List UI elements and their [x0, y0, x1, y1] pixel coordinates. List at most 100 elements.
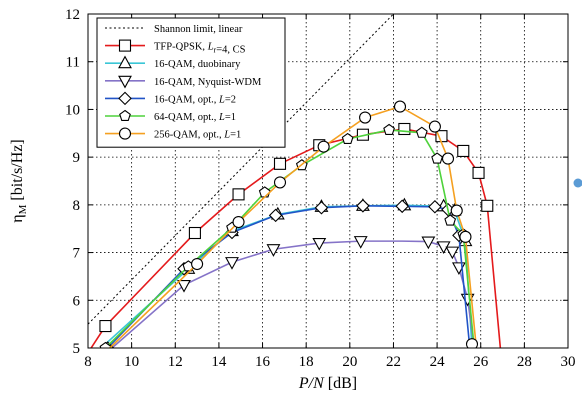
legend-marker-5: [119, 109, 131, 121]
series-6-point-6: [428, 120, 441, 133]
series-3-point-4: [353, 236, 368, 249]
series-4-point-3: [268, 208, 283, 223]
series-3-point-0: [177, 279, 191, 293]
series-3-point-5: [421, 236, 436, 250]
y-axis-label-unit: [bit/s/Hz]: [9, 139, 26, 204]
series-1-point-10: [481, 199, 494, 212]
series-4-point-7: [428, 199, 442, 214]
x-tick-label-9: 26: [473, 354, 489, 370]
series-3-point-3: [312, 237, 327, 251]
series-lines: [88, 14, 502, 348]
legend-label-6: 256-QAM, opt., L=1: [154, 130, 241, 141]
x-tick-label-4: 16: [255, 354, 271, 370]
x-tick-label-10: 28: [517, 354, 532, 370]
series-5-point-7: [415, 126, 428, 138]
series-6-point-4: [359, 111, 372, 124]
series-6: [109, 100, 479, 348]
edge-dot-marker: [573, 178, 582, 188]
series-6-point-9: [459, 230, 472, 243]
x-tick-label-0: 8: [84, 354, 92, 370]
plot-frame: [87, 13, 569, 349]
series-5-point-3: [258, 186, 271, 198]
y-axis-label: ηM [bit/s/Hz]: [9, 139, 29, 222]
series-1-point-0: [99, 320, 112, 333]
series-3-point-2: [266, 244, 281, 257]
y-tick-label-4: 9: [73, 150, 81, 166]
series-4-point-5: [356, 199, 370, 213]
legend-label-2: 16-QAM, duobinary: [154, 59, 241, 70]
series-5-point-6: [383, 123, 395, 135]
legend-label-5: 64-QAM, opt., L=1: [154, 112, 236, 123]
series-line-4: [107, 205, 471, 348]
y-tick-label-7: 12: [65, 7, 80, 23]
y-tick-label-6: 11: [66, 55, 80, 71]
series-5-point-8: [431, 152, 443, 164]
x-tick-label-1: 10: [124, 354, 139, 370]
x-tick-labels: 8 10 12 14 16 18 20 22 24 26 28 30: [84, 14, 576, 370]
series-1-point-2: [232, 188, 245, 201]
series-3-point-7: [445, 246, 460, 260]
legend-item-3: 16-QAM, Nyquist-WDM: [105, 75, 262, 89]
x-axis-label: P/N [dB]: [298, 375, 357, 392]
series-line-0: [88, 14, 394, 325]
series-3-point-1: [225, 257, 239, 270]
legend-label-0: Shannon limit, linear: [154, 24, 243, 35]
series-5-point-9: [444, 214, 457, 226]
series-6-point-0: [191, 257, 204, 271]
legend-marker-2: [118, 55, 132, 69]
series-4: [100, 199, 471, 348]
series-line-5: [104, 129, 475, 348]
series-1-point-1: [188, 226, 201, 240]
x-tick-label-6: 20: [342, 354, 357, 370]
x-tick-label-11: 30: [561, 354, 576, 370]
series-4-point-4: [314, 200, 329, 215]
legend-item-5: 64-QAM, opt., L=1: [105, 109, 236, 123]
legend-label-3: 16-QAM, Nyquist-WDM: [154, 77, 262, 88]
series-3: [111, 236, 475, 348]
legend-item-0: Shannon limit, linear: [105, 24, 243, 35]
series-1-point-3: [273, 157, 287, 170]
legend-item-4: 16-QAM, opt., L=2: [105, 91, 236, 106]
series-1-point-6: [398, 122, 411, 136]
series-6-point-2: [273, 176, 287, 189]
series-6-point-3: [317, 140, 330, 153]
series-1-point-8: [457, 144, 470, 157]
series-4-point-6: [395, 199, 409, 214]
legend-marker-4: [118, 91, 132, 106]
x-axis-label-main: P/N: [298, 375, 325, 392]
y-tick-label-0: 5: [73, 341, 81, 357]
x-tick-label-3: 14: [211, 354, 227, 370]
series-6-point-10: [465, 338, 479, 348]
legend-marker-3: [118, 75, 132, 89]
series-5: [99, 123, 475, 348]
legend-item-6: 256-QAM, opt., L=1: [105, 127, 241, 141]
series-5-point-0: [99, 341, 112, 348]
y-tick-label-5: 10: [65, 102, 80, 118]
x-axis-label-unit: [dB]: [324, 375, 357, 392]
x-tick-label-8: 24: [430, 354, 446, 370]
y-axis-label-sub: M: [17, 204, 29, 214]
series-5-point-5: [341, 132, 354, 145]
series-6-point-1: [232, 215, 245, 229]
y-tick-label-3: 8: [73, 198, 81, 214]
series-0: [88, 14, 394, 325]
y-tick-label-2: 7: [73, 246, 81, 262]
series-line-2: [100, 204, 473, 348]
series-6-point-7: [441, 152, 455, 165]
legend-label-1: TFP-QPSK, Lr=4, CS: [154, 42, 246, 56]
y-tick-labels: 5 6 7 8 9 10 11 12: [65, 7, 568, 357]
legend-box: [96, 17, 286, 148]
y-tick-label-1: 6: [73, 293, 81, 309]
series-6-point-5: [393, 100, 407, 113]
series-1-point-9: [472, 166, 485, 179]
legend-label-4: 16-QAM, opt., L=2: [154, 94, 236, 105]
legend-marker-6: [118, 127, 132, 140]
x-tick-label-7: 22: [386, 354, 401, 370]
legend-marker-1: [118, 39, 132, 52]
x-tick-label-5: 18: [299, 354, 314, 370]
series-6-point-8: [450, 204, 463, 217]
y-axis-label-main: η: [9, 214, 26, 222]
series-1: [90, 122, 502, 348]
legend-item-1: TFP-QPSK, Lr=4, CS: [105, 39, 246, 56]
